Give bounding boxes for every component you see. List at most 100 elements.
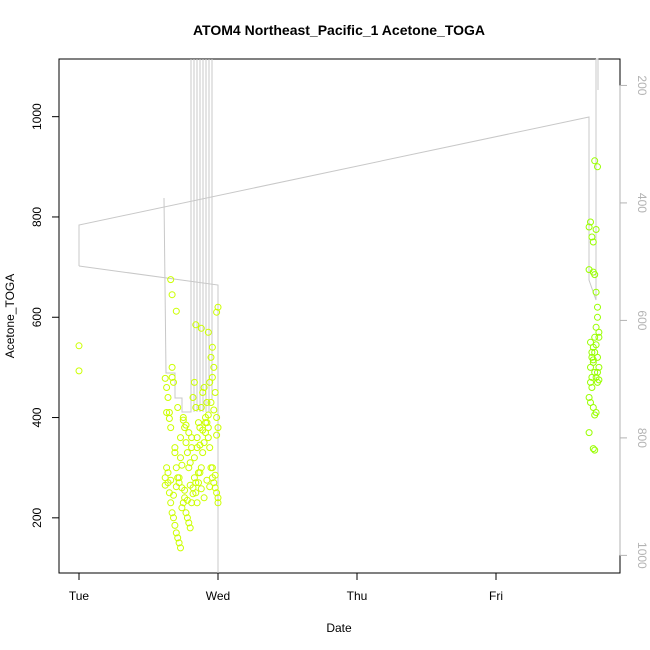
data-point — [189, 394, 197, 401]
data-point — [210, 479, 218, 487]
data-point — [594, 313, 601, 321]
data-point — [186, 481, 194, 489]
data-point — [161, 481, 169, 489]
y-tick-label: 400 — [30, 407, 44, 427]
data-point — [189, 490, 197, 498]
profile-lines — [78, 58, 599, 573]
data-point — [595, 376, 603, 384]
data-point — [591, 348, 599, 356]
data-point — [175, 539, 183, 547]
data-point — [171, 521, 179, 529]
data-point — [199, 389, 207, 396]
profile-segment — [596, 58, 599, 90]
x-tick-label: Fri — [489, 589, 503, 603]
x-axis: Tue Wed Thu Fri — [69, 572, 503, 603]
data-point — [192, 479, 200, 487]
data-point — [589, 356, 597, 364]
data-point — [204, 411, 212, 419]
data-point — [587, 378, 594, 386]
y2-tick-label: 400 — [635, 193, 649, 213]
data-point — [182, 421, 190, 429]
y-axis: 200 400 600 800 1000 — [30, 103, 60, 528]
data-point — [213, 431, 221, 439]
data-point — [204, 434, 212, 442]
data-point — [592, 341, 600, 349]
data-point — [190, 454, 198, 462]
data-point — [195, 479, 202, 487]
data-point — [164, 469, 172, 477]
data-point — [192, 321, 200, 329]
data-point — [186, 459, 194, 467]
y2-axis: 200 400 600 800 1000 — [619, 75, 649, 569]
y-tick-label: 800 — [30, 207, 44, 227]
data-point — [591, 333, 599, 341]
data-point — [591, 271, 599, 279]
data-point — [214, 303, 222, 311]
data-point — [175, 474, 183, 482]
data-point — [588, 373, 596, 381]
data-point — [190, 378, 198, 386]
data-point — [183, 496, 191, 504]
y2-tick-label: 800 — [635, 428, 649, 448]
data-point — [163, 464, 171, 472]
data-point — [208, 464, 216, 472]
data-point — [591, 157, 599, 165]
data-point — [174, 534, 182, 542]
data-point — [168, 373, 176, 381]
data-point — [214, 424, 222, 432]
data-point — [167, 424, 175, 432]
data-point — [183, 449, 191, 457]
data-point — [588, 233, 596, 241]
data-point — [206, 444, 214, 452]
data-point — [594, 303, 601, 311]
data-point — [185, 519, 193, 527]
data-point — [177, 544, 184, 552]
data-point — [170, 491, 177, 499]
plot-frame — [58, 58, 621, 574]
data-point — [171, 449, 179, 457]
data-point — [211, 471, 219, 479]
data-point — [211, 389, 219, 396]
data-point — [592, 226, 600, 233]
data-point — [214, 494, 222, 502]
data-point — [178, 504, 186, 512]
data-point — [170, 378, 177, 386]
data-point — [174, 404, 182, 411]
data-point — [208, 343, 216, 351]
data-point — [182, 439, 190, 447]
data-point — [75, 342, 83, 350]
data-point — [592, 409, 600, 416]
data-point — [195, 419, 202, 427]
data-point — [213, 489, 221, 497]
scatter-points — [75, 157, 603, 552]
data-point — [177, 454, 184, 462]
data-point — [595, 333, 603, 341]
x-tick-label: Tue — [69, 589, 90, 603]
data-point — [200, 384, 208, 391]
data-point — [210, 406, 218, 414]
data-point — [75, 367, 83, 375]
data-point — [585, 429, 593, 437]
data-point — [193, 499, 201, 507]
data-point — [204, 328, 212, 336]
data-point — [178, 461, 186, 469]
data-point — [170, 514, 177, 522]
profile-segment — [78, 59, 597, 301]
x-tick-label: Wed — [206, 589, 230, 603]
data-point — [172, 529, 180, 537]
y2-tick-label: 1000 — [635, 542, 649, 569]
data-point — [185, 429, 193, 437]
data-point — [587, 338, 594, 346]
data-point — [172, 464, 180, 472]
data-point — [594, 163, 601, 171]
data-point — [203, 399, 211, 406]
data-point — [179, 414, 187, 421]
data-point — [185, 464, 193, 472]
data-point — [203, 476, 211, 484]
data-point — [587, 363, 594, 371]
data-point — [163, 384, 171, 391]
chart-title: ATOM4 Northeast_Pacific_1 Acetone_TOGA — [193, 22, 485, 38]
data-point — [171, 444, 179, 452]
data-point — [595, 328, 603, 336]
data-point — [167, 499, 175, 507]
